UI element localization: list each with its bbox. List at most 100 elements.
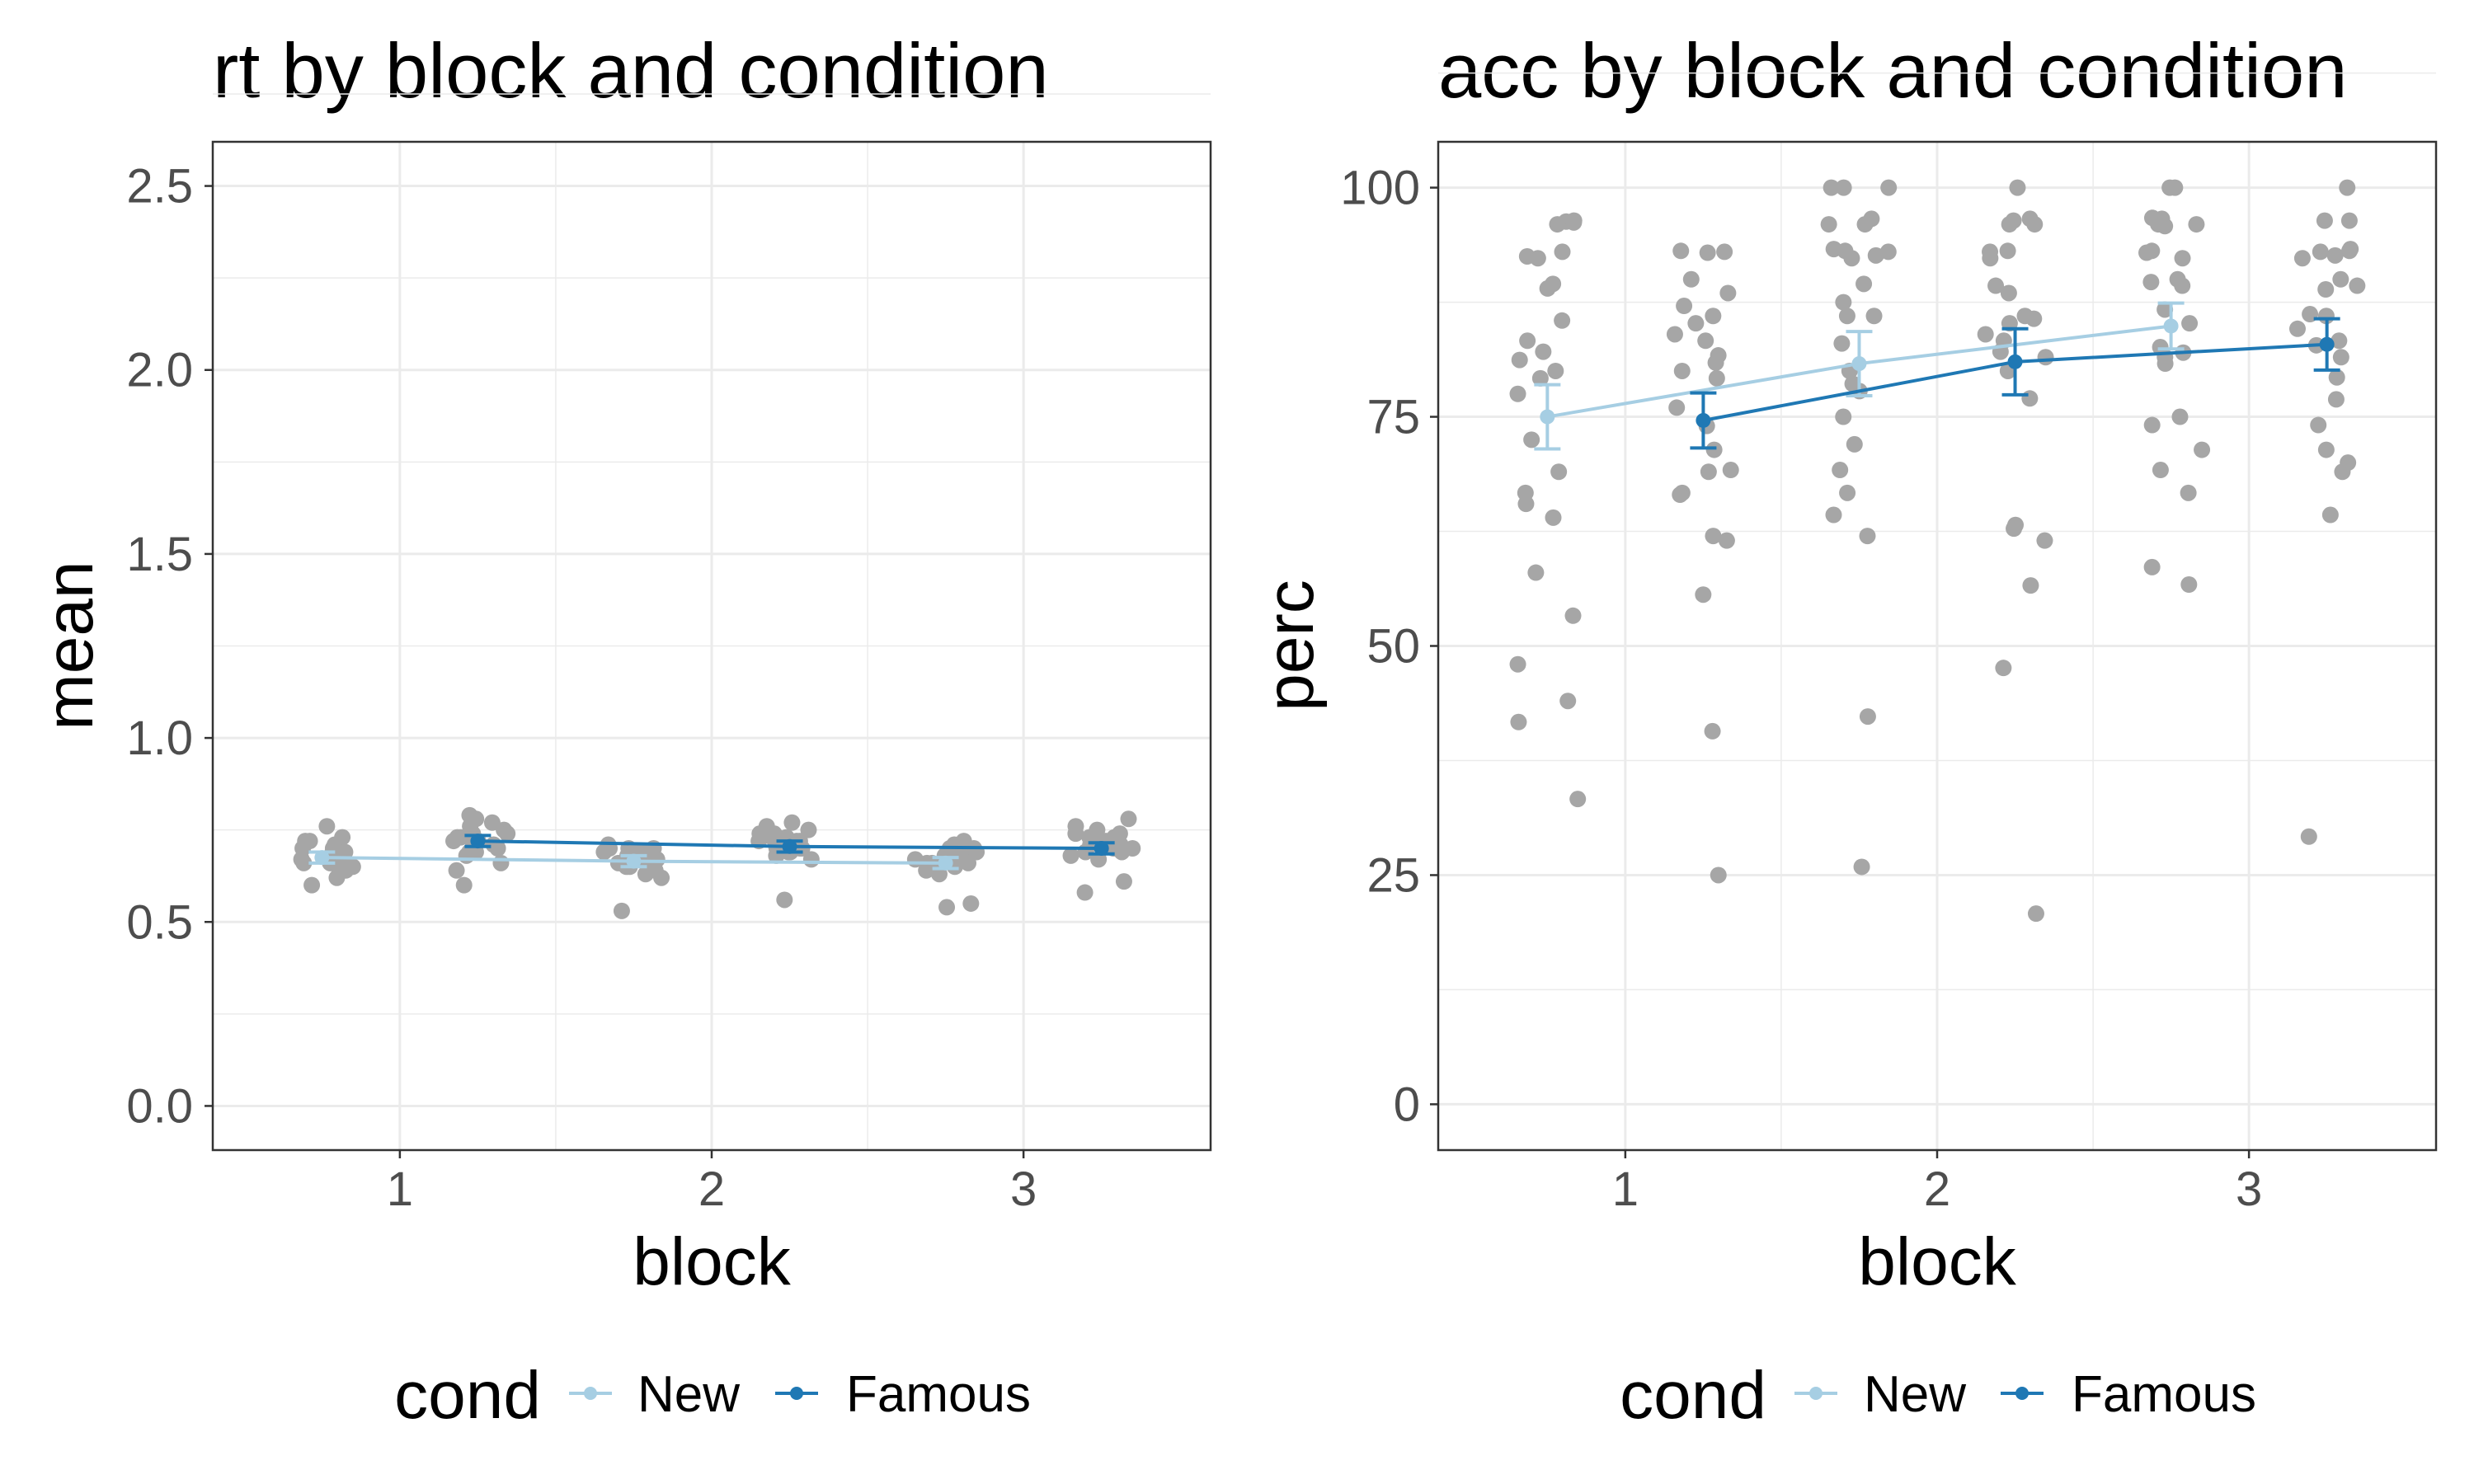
jitter-point: [2340, 212, 2358, 229]
jitter-point: [334, 829, 351, 846]
jitter-point: [2340, 242, 2358, 260]
y-tick-label: 75: [1366, 391, 1420, 444]
jitter-point: [2180, 484, 2197, 501]
jitter-point: [613, 902, 630, 919]
jitter-point: [297, 833, 314, 850]
jitter-point: [1510, 713, 1527, 730]
jitter-point: [2339, 179, 2356, 196]
jitter-point: [1995, 660, 2012, 677]
legend-label: New: [637, 1366, 740, 1423]
jitter-point: [1672, 486, 1689, 504]
jitter-point: [653, 869, 670, 886]
jitter-point: [1705, 441, 1723, 458]
jitter-point: [1535, 343, 1552, 360]
jitter-point: [1115, 873, 1132, 890]
jitter-point: [1722, 462, 1739, 479]
jitter-point: [485, 836, 502, 853]
jitter-point: [1673, 362, 1691, 379]
mean-point: [1851, 356, 1867, 372]
jitter-point: [1545, 509, 1562, 526]
jitter-point: [918, 862, 935, 879]
jitter-point: [2300, 828, 2317, 845]
jitter-point: [1509, 385, 1526, 402]
mean-point: [2163, 318, 2179, 334]
series-layer: [1534, 301, 2340, 451]
jitter-point: [1853, 858, 1870, 876]
jitter-point: [1511, 351, 1528, 369]
jitter-point: [1700, 463, 1717, 481]
series-layer: [308, 834, 1115, 871]
jitter-point: [1062, 847, 1079, 864]
jitter-point: [2327, 391, 2345, 408]
legend: cond New Famous: [1620, 1358, 2256, 1433]
jitter-point: [2332, 270, 2349, 288]
jitter-point: [1682, 270, 1700, 288]
jitter-point: [955, 833, 972, 850]
jitter-point: [1067, 818, 1084, 835]
jitter-point: [1846, 435, 1863, 453]
legend-key-dot: [1809, 1387, 1823, 1400]
jitter-point: [295, 854, 313, 871]
jitter-point: [1527, 564, 1545, 581]
jitter-point: [2188, 216, 2205, 233]
jitter-point: [2194, 441, 2211, 458]
x-axis-title: block: [1858, 1224, 2016, 1299]
jitter-point: [2328, 369, 2345, 386]
jitter-point: [1867, 247, 1884, 264]
jitter-point: [2143, 416, 2161, 434]
mean-point: [1696, 412, 1711, 428]
legend: cond New Famous: [394, 1358, 1031, 1433]
grid-lines: [1430, 72, 2436, 1158]
jitter-point: [1699, 244, 1716, 261]
jitter-point: [1519, 332, 1536, 350]
jitter-point: [2027, 905, 2044, 923]
jitter-point: [2152, 462, 2169, 479]
jitter-point: [1880, 179, 1898, 196]
legend-label: Famous: [846, 1366, 1031, 1423]
jitter-point: [2331, 332, 2348, 350]
legend-key-dot: [790, 1387, 803, 1400]
mean-point: [2319, 336, 2335, 352]
jitter-point: [637, 866, 654, 883]
jitter-point: [2161, 179, 2179, 196]
jitter-point: [2009, 179, 2026, 196]
jitter-point: [783, 814, 801, 831]
jitter-point: [1835, 179, 1852, 196]
jitter-point: [2157, 301, 2174, 318]
y-tick-label: 2.0: [126, 344, 193, 397]
jitter-point: [2312, 243, 2329, 261]
jitter-point: [462, 818, 479, 835]
legend-item-famous: Famous: [2001, 1366, 2256, 1423]
jitter-point: [303, 876, 321, 894]
jitter-point: [2332, 349, 2349, 366]
jitter-point: [2317, 441, 2335, 458]
jitter-point: [2349, 277, 2366, 294]
jitter-point: [1531, 369, 1549, 387]
jitter-point: [1565, 214, 1583, 231]
jitter-point: [2321, 506, 2339, 524]
jitter-point: [800, 821, 817, 838]
jitter-point: [1547, 362, 1564, 379]
y-axis: 0 25 50 75 100: [1340, 162, 1420, 1132]
legend-item-new: New: [1794, 1366, 1966, 1423]
jitter-point: [2288, 320, 2306, 337]
jitter-point: [1120, 810, 1137, 828]
chart-rt: rt by block and condition 0.0 0.5 1.0 1.…: [32, 27, 1212, 1433]
jitter-point: [1076, 884, 1094, 901]
jitter-point: [1705, 528, 1722, 545]
jitter-point: [2157, 218, 2174, 235]
jitter-point: [452, 829, 469, 846]
legend-item-new: New: [569, 1366, 740, 1423]
jitter-point: [2171, 408, 2189, 425]
x-tick-label: 2: [698, 1162, 725, 1216]
jitter-point: [2143, 558, 2161, 575]
jitter-point: [1856, 216, 1874, 233]
jitter-point: [1676, 298, 1693, 315]
y-tick-label: 1.0: [126, 711, 193, 765]
y-tick-label: 100: [1340, 162, 1420, 215]
jitter-point: [776, 891, 793, 909]
y-tick-label: 1.5: [126, 528, 193, 581]
jitter-point: [962, 895, 980, 912]
jitter-point: [1518, 247, 1536, 265]
x-tick-label: 3: [2236, 1162, 2262, 1216]
